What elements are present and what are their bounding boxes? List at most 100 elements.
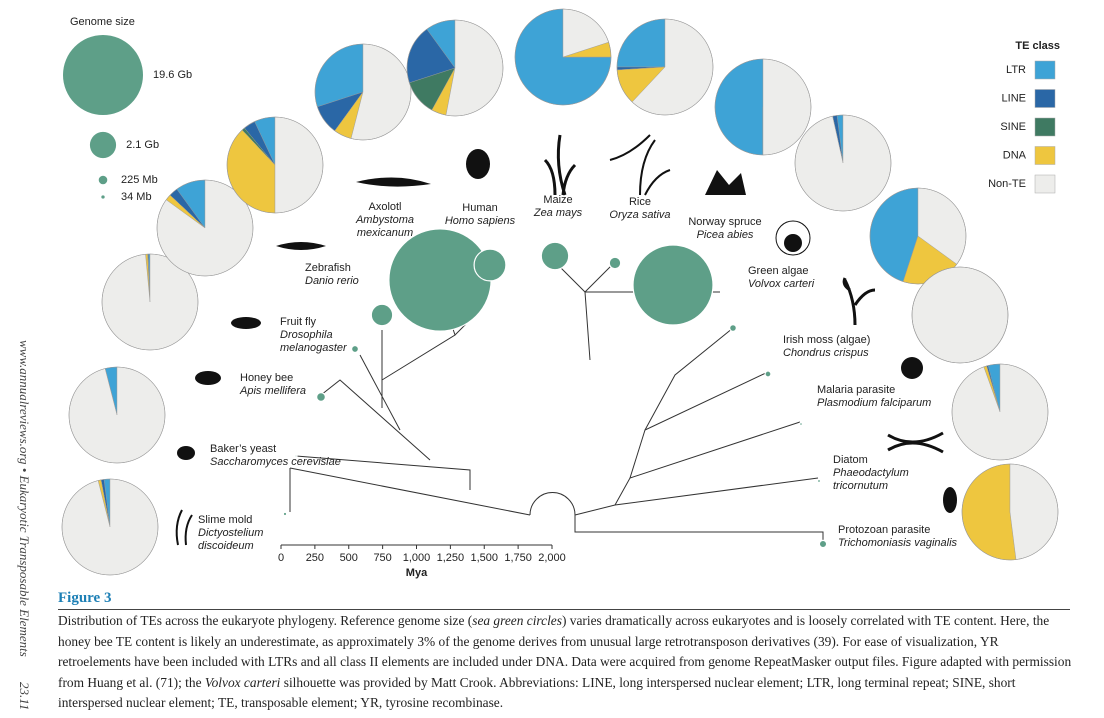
caption-text: Volvox carteri [204, 674, 281, 690]
pie-outline [514, 8, 612, 106]
te-slice [61, 478, 159, 576]
genome-size-circle [729, 324, 737, 332]
caption: Distribution of TEs across the eukaryote… [58, 611, 1072, 714]
te-legend-swatch [1034, 89, 1056, 108]
species-latin-name: Oryza sativa [609, 209, 670, 221]
size-legend-label: 19.6 Gb [153, 69, 192, 81]
species-latin-name: Volvox carteri [748, 278, 815, 290]
species-latin-name: melanogaster [280, 342, 348, 354]
x-tick-label: 1,500 [470, 552, 498, 564]
pie-outline [951, 363, 1049, 461]
species-latin-name: tricornutum [833, 480, 888, 492]
species-common-name: Norway spruce [688, 216, 761, 228]
x-tick-label: 1,750 [504, 552, 532, 564]
te-slice [616, 18, 666, 68]
pie-outline [61, 478, 159, 576]
figure-label: Figure 3 [58, 590, 112, 606]
te-legend-swatch [1034, 174, 1056, 194]
rule [58, 609, 1070, 610]
species-common-name: Honey bee [240, 372, 293, 384]
x-tick-label: 1,250 [437, 552, 465, 564]
species-common-name: Slime mold [198, 514, 252, 526]
species: Irish moss (algae)Chondrus crispus [764, 187, 967, 378]
pie-outline [616, 18, 714, 116]
species-common-name: Protozoan parasite [838, 524, 930, 536]
genome-size-circle [294, 454, 298, 458]
species-common-name: Baker’s yeast [210, 443, 276, 455]
genome-size-circle [370, 303, 394, 327]
genome-size-circle [818, 539, 828, 549]
species-common-name: Maize [543, 194, 572, 206]
species-latin-name: Phaeodactylum [833, 467, 909, 479]
te-legend-label: Non-TE [988, 178, 1026, 190]
genome-size-circle [632, 244, 714, 326]
pie-outline [156, 179, 254, 277]
species-common-name: Fruit fly [280, 316, 317, 328]
species-latin-name: Drosophila [280, 329, 333, 341]
phylogeny-tree [289, 261, 824, 544]
pie-outline [911, 266, 1009, 364]
x-tick-label: 0 [278, 552, 284, 564]
size-legend-circle [98, 175, 108, 185]
species-latin-name: Homo sapiens [445, 215, 516, 227]
human-icon [466, 149, 490, 179]
species-latin-name: mexicanum [357, 227, 413, 239]
page-number: 23.11 [17, 682, 32, 711]
x-tick-label: 250 [306, 552, 324, 564]
species-latin-name: Apis mellifera [239, 385, 306, 397]
te-slice [911, 266, 1009, 364]
rice-icon [609, 134, 671, 196]
x-tick-label: 750 [373, 552, 391, 564]
species-common-name: Malaria parasite [817, 384, 895, 396]
volvox-core [784, 234, 802, 252]
species-common-name: Green algae [748, 265, 809, 277]
yeast-icon [177, 446, 195, 460]
species-common-name: Human [462, 202, 497, 214]
pie-outline [714, 58, 812, 156]
species-latin-name: Danio rerio [305, 275, 359, 287]
species-latin-name: Trichomoniasis vaginalis [838, 537, 958, 549]
silhouettes [175, 134, 957, 546]
spruce-icon [705, 170, 746, 195]
size-legend-label: 2.1 Gb [126, 139, 159, 151]
fly-icon [231, 317, 261, 329]
pie-outline [961, 463, 1059, 561]
genome-size-circle [350, 344, 360, 354]
caption-text: sea green circles [472, 613, 562, 628]
te-slice [794, 114, 892, 212]
te-slice [714, 58, 764, 156]
genome-size-circle [316, 392, 326, 402]
pie-outline [68, 366, 166, 464]
te-legend-label: LINE [1002, 92, 1026, 104]
genome-size-circle [816, 478, 822, 484]
te-slice [961, 463, 1017, 561]
species-latin-name: discoideum [198, 540, 254, 552]
size-legend-label: 225 Mb [121, 174, 158, 186]
x-tick-label: 2,000 [538, 552, 566, 564]
species-latin-name: Ambystoma [355, 214, 414, 226]
te-slice [951, 363, 1049, 461]
malaria-icon [901, 357, 923, 379]
figure: Genome size 19.6 Gb 2.1 Gb 225 Mb 34 Mb TE cl… [61, 8, 1060, 579]
pie-outline [226, 116, 324, 214]
x-tick-label: 500 [340, 552, 358, 564]
x-axis-label: Mya [406, 567, 428, 579]
pie-outline [869, 187, 967, 285]
genome-size-circle [473, 248, 507, 282]
caption-text: Distribution of TEs across the eukaryote… [58, 613, 473, 628]
x-tick-label: 1,000 [403, 552, 431, 564]
size-legend-circle [63, 35, 143, 115]
size-legend-circle [101, 195, 105, 199]
species-common-name: Diatom [833, 454, 868, 466]
species-common-name: Rice [629, 196, 651, 208]
caption-text: silhouette was provided by Matt Crook. A… [58, 674, 1016, 711]
genome-size-circle [764, 370, 772, 378]
